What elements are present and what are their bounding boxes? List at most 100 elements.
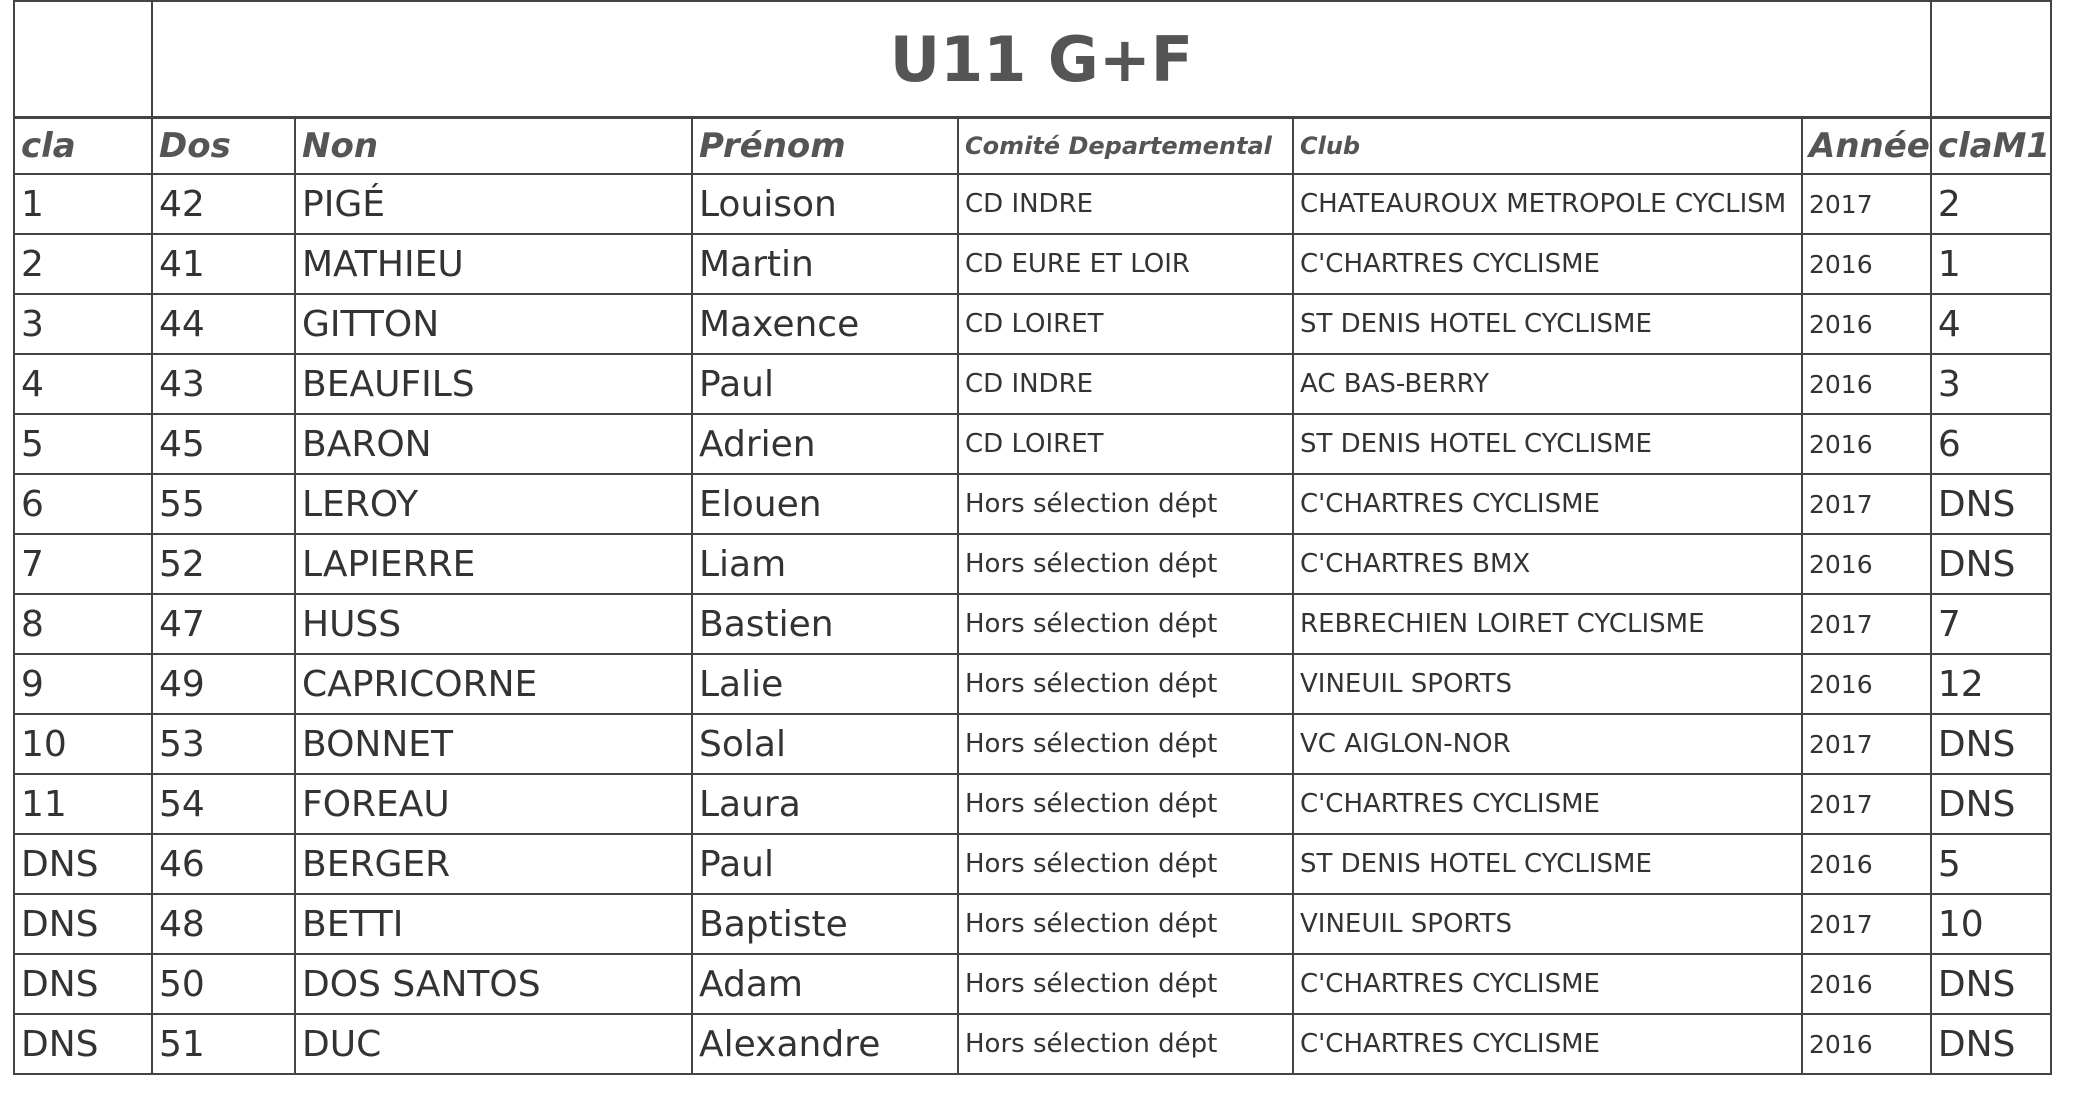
table-row: 8 47 HUSS Bastien Hors sélection dépt REBRECH… bbox=[13, 593, 2053, 655]
cell: 2017 bbox=[1801, 593, 1932, 655]
cell: MATHIEU bbox=[294, 233, 693, 295]
cell: Martin bbox=[691, 233, 959, 295]
cell: Lalie bbox=[691, 653, 959, 715]
table-row: DNS 48 BETTI Baptiste Hors sélection dépt VIN… bbox=[13, 893, 2053, 955]
cell: 46 bbox=[151, 833, 296, 895]
cell: 2 bbox=[1929, 173, 2053, 235]
cell: Maxence bbox=[691, 293, 959, 355]
cell: AC BAS-BERRY bbox=[1292, 353, 1803, 415]
table-row: 6 55 LEROY Elouen Hors sélection dépt C'CHART… bbox=[13, 473, 2053, 535]
cell: CD EURE ET LOIR bbox=[957, 233, 1294, 295]
cell: Baptiste bbox=[691, 893, 959, 955]
cell: 2017 bbox=[1801, 473, 1932, 535]
cell: Hors sélection dépt bbox=[957, 953, 1294, 1015]
cell: 5 bbox=[1929, 833, 2053, 895]
cell: CD LOIRET bbox=[957, 293, 1294, 355]
cell: 43 bbox=[151, 353, 296, 415]
cell: 2017 bbox=[1801, 893, 1932, 955]
header-cell: cla bbox=[13, 116, 153, 175]
cell: ST DENIS HOTEL CYCLISME bbox=[1292, 413, 1803, 475]
cell: DNS bbox=[1929, 713, 2053, 775]
header-cell: Comité Departemental bbox=[957, 116, 1294, 175]
cell: Hors sélection dépt bbox=[957, 833, 1294, 895]
cell: 7 bbox=[13, 533, 153, 595]
cell: 1 bbox=[13, 173, 153, 235]
cell: 5 bbox=[13, 413, 153, 475]
cell: LAPIERRE bbox=[294, 533, 693, 595]
header-cell: claM1 bbox=[1929, 116, 2053, 175]
cell: Liam bbox=[691, 533, 959, 595]
table-row: 9 49 CAPRICORNE Lalie Hors sélection dépt VIN… bbox=[13, 653, 2053, 715]
cell: Elouen bbox=[691, 473, 959, 535]
cell: PIGÉ bbox=[294, 173, 693, 235]
cell: 54 bbox=[151, 773, 296, 835]
cell: DOS SANTOS bbox=[294, 953, 693, 1015]
table-row: 11 54 FOREAU Laura Hors sélection dépt C'CHAR… bbox=[13, 773, 2053, 835]
cell: C'CHARTRES CYCLISME bbox=[1292, 233, 1803, 295]
cell: Paul bbox=[691, 353, 959, 415]
cell: C'CHARTRES CYCLISME bbox=[1292, 473, 1803, 535]
cell: 2016 bbox=[1801, 1013, 1932, 1075]
cell: Paul bbox=[691, 833, 959, 895]
cell: Adrien bbox=[691, 413, 959, 475]
cell: Bastien bbox=[691, 593, 959, 655]
cell: 2016 bbox=[1801, 833, 1932, 895]
cell: BEAUFILS bbox=[294, 353, 693, 415]
cell: HUSS bbox=[294, 593, 693, 655]
cell: ST DENIS HOTEL CYCLISME bbox=[1292, 293, 1803, 355]
cell: 11 bbox=[13, 773, 153, 835]
cell: 3 bbox=[13, 293, 153, 355]
cell: 48 bbox=[151, 893, 296, 955]
cell: Laura bbox=[691, 773, 959, 835]
cell: DNS bbox=[13, 953, 153, 1015]
cell: Hors sélection dépt bbox=[957, 893, 1294, 955]
cell: 9 bbox=[13, 653, 153, 715]
cell: 10 bbox=[1929, 893, 2053, 955]
cell: CD LOIRET bbox=[957, 413, 1294, 475]
cell: 44 bbox=[151, 293, 296, 355]
cell: DNS bbox=[1929, 1013, 2053, 1075]
cell: FOREAU bbox=[294, 773, 693, 835]
header-cell: Club bbox=[1292, 116, 1803, 175]
cell: 42 bbox=[151, 173, 296, 235]
table-row: 7 52 LAPIERRE Liam Hors sélection dépt C'CHAR… bbox=[13, 533, 2053, 595]
cell: 6 bbox=[13, 473, 153, 535]
cell: Hors sélection dépt bbox=[957, 653, 1294, 715]
table-row: 1 42 PIGÉ Louison CD INDRE CHATEAUROUX METROP… bbox=[13, 173, 2053, 235]
cell: Adam bbox=[691, 953, 959, 1015]
cell: CD INDRE bbox=[957, 173, 1294, 235]
cell: DNS bbox=[13, 1013, 153, 1075]
cell: C'CHARTRES BMX bbox=[1292, 533, 1803, 595]
table-row: DNS 46 BERGER Paul Hors sélection dépt ST DEN… bbox=[13, 833, 2053, 895]
cell: 3 bbox=[1929, 353, 2053, 415]
cell: Hors sélection dépt bbox=[957, 533, 1294, 595]
cell: 52 bbox=[151, 533, 296, 595]
cell bbox=[13, 0, 153, 119]
header-cell: Dos bbox=[151, 116, 296, 175]
cell: 2016 bbox=[1801, 953, 1932, 1015]
cell: DNS bbox=[1929, 533, 2053, 595]
cell: Hors sélection dépt bbox=[957, 713, 1294, 775]
header-cell: Année bbox=[1801, 116, 1932, 175]
table-row: DNS 50 DOS SANTOS Adam Hors sélection dépt C'… bbox=[13, 953, 2053, 1015]
cell: C'CHARTRES CYCLISME bbox=[1292, 1013, 1803, 1075]
header-cell: Prénom bbox=[691, 116, 959, 175]
cell: 12 bbox=[1929, 653, 2053, 715]
cell: C'CHARTRES CYCLISME bbox=[1292, 953, 1803, 1015]
cell: 41 bbox=[151, 233, 296, 295]
title-row: U11 G+F bbox=[13, 0, 2053, 119]
cell: 7 bbox=[1929, 593, 2053, 655]
cell: CAPRICORNE bbox=[294, 653, 693, 715]
cell: BERGER bbox=[294, 833, 693, 895]
cell: 47 bbox=[151, 593, 296, 655]
cell: C'CHARTRES CYCLISME bbox=[1292, 773, 1803, 835]
cell: 2016 bbox=[1801, 533, 1932, 595]
cell: BARON bbox=[294, 413, 693, 475]
cell: CD INDRE bbox=[957, 353, 1294, 415]
cell: Hors sélection dépt bbox=[957, 593, 1294, 655]
cell: 51 bbox=[151, 1013, 296, 1075]
cell: 50 bbox=[151, 953, 296, 1015]
cell: Hors sélection dépt bbox=[957, 473, 1294, 535]
cell: LEROY bbox=[294, 473, 693, 535]
